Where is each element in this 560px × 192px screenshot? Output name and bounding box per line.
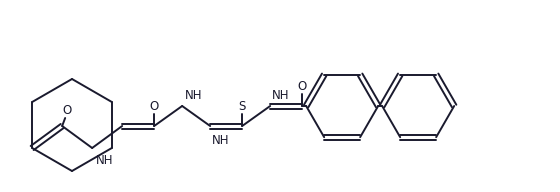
Text: NH: NH <box>96 154 114 167</box>
Text: O: O <box>297 79 307 93</box>
Text: O: O <box>63 103 72 117</box>
Text: O: O <box>150 99 159 113</box>
Text: S: S <box>239 99 246 113</box>
Text: NH: NH <box>212 134 230 147</box>
Text: NH: NH <box>272 89 290 102</box>
Text: NH: NH <box>185 89 203 102</box>
